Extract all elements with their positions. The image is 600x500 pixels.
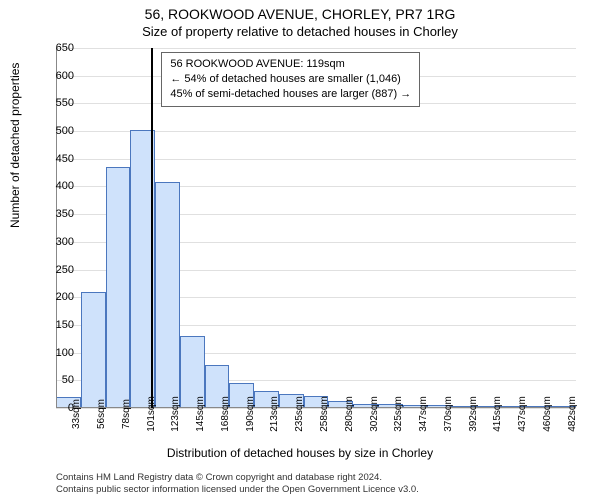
y-axis-label: Number of detached properties <box>8 63 22 228</box>
x-tick-label: 415sqm <box>492 396 503 432</box>
x-tick-label: 78sqm <box>121 399 132 429</box>
info-box-line: 56 ROOKWOOD AVENUE: 119sqm <box>170 57 411 72</box>
x-tick-label: 190sqm <box>245 396 256 432</box>
grid-line <box>56 48 576 49</box>
info-box-line: ← 54% of detached houses are smaller (1,… <box>170 72 411 87</box>
x-tick-label: 325sqm <box>393 396 404 432</box>
y-tick-label: 350 <box>34 208 74 220</box>
info-box-line: 45% of semi-detached houses are larger (… <box>170 87 411 102</box>
x-tick-label: 123sqm <box>170 396 181 432</box>
x-tick-label: 347sqm <box>418 396 429 432</box>
x-tick-label: 101sqm <box>146 396 157 432</box>
y-tick-label: 200 <box>34 291 74 303</box>
y-tick-label: 50 <box>34 374 74 386</box>
attribution-footer: Contains HM Land Registry data © Crown c… <box>56 472 419 496</box>
x-tick-label: 145sqm <box>195 396 206 432</box>
y-tick-label: 150 <box>34 319 74 331</box>
x-tick-label: 56sqm <box>96 399 107 429</box>
y-tick-label: 100 <box>34 347 74 359</box>
y-tick-label: 250 <box>34 264 74 276</box>
y-tick-label: 600 <box>34 70 74 82</box>
plot-area: 56 ROOKWOOD AVENUE: 119sqm← 54% of detac… <box>56 48 576 408</box>
x-tick-label: 280sqm <box>344 396 355 432</box>
histogram-bar <box>81 292 106 408</box>
property-marker-line <box>151 48 153 408</box>
x-tick-label: 33sqm <box>71 399 82 429</box>
y-tick-label: 0 <box>34 402 74 414</box>
histogram-bar <box>155 182 180 408</box>
x-tick-label: 437sqm <box>517 396 528 432</box>
histogram-bar <box>106 167 131 408</box>
x-tick-label: 235sqm <box>294 396 305 432</box>
y-tick-label: 300 <box>34 236 74 248</box>
x-tick-label: 392sqm <box>468 396 479 432</box>
info-box: 56 ROOKWOOD AVENUE: 119sqm← 54% of detac… <box>161 52 420 107</box>
chart-area: 56 ROOKWOOD AVENUE: 119sqm← 54% of detac… <box>56 48 576 408</box>
x-tick-label: 258sqm <box>319 396 330 432</box>
y-tick-label: 450 <box>34 153 74 165</box>
page-title: 56, ROOKWOOD AVENUE, CHORLEY, PR7 1RG <box>0 0 600 22</box>
footer-line: Contains public sector information licen… <box>56 484 419 496</box>
x-tick-label: 168sqm <box>220 396 231 432</box>
x-tick-label: 460sqm <box>542 396 553 432</box>
x-tick-label: 482sqm <box>567 396 578 432</box>
y-tick-label: 550 <box>34 97 74 109</box>
x-tick-label: 302sqm <box>369 396 380 432</box>
x-axis-label: Distribution of detached houses by size … <box>0 446 600 460</box>
y-tick-label: 500 <box>34 125 74 137</box>
y-tick-label: 650 <box>34 42 74 54</box>
y-tick-label: 400 <box>34 180 74 192</box>
x-tick-label: 213sqm <box>269 396 280 432</box>
footer-line: Contains HM Land Registry data © Crown c… <box>56 472 419 484</box>
x-tick-label: 370sqm <box>443 396 454 432</box>
page-subtitle: Size of property relative to detached ho… <box>0 22 600 39</box>
